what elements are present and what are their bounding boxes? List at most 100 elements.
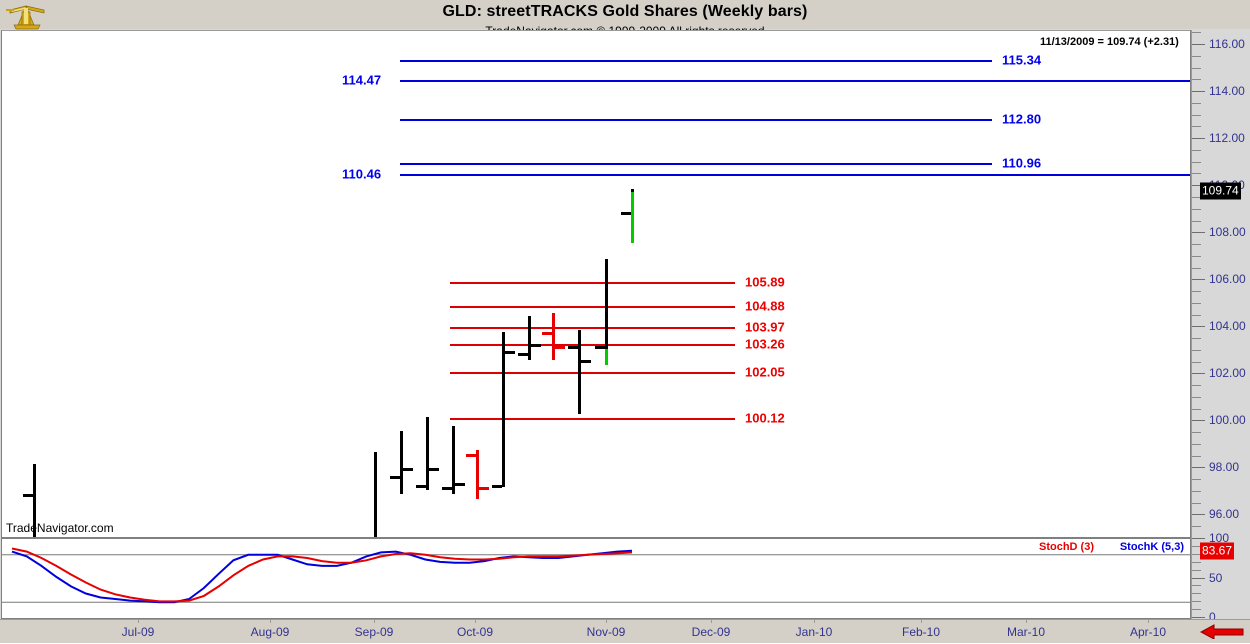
ohlc-bar xyxy=(528,315,531,361)
y-axis-minor-tick xyxy=(1192,126,1201,128)
ohlc-bar-close-segment xyxy=(605,348,608,365)
y-axis-label: 106.00 xyxy=(1209,272,1246,287)
support-line[interactable] xyxy=(450,372,735,375)
ohlc-bar xyxy=(452,426,455,495)
x-axis-label: Apr-10 xyxy=(1129,625,1167,639)
support-line[interactable] xyxy=(450,417,735,420)
support-line[interactable] xyxy=(450,343,735,346)
stochastic-axis-minor-tick xyxy=(1192,601,1201,603)
y-axis-label: 98.00 xyxy=(1209,460,1240,475)
resistance-line[interactable] xyxy=(400,174,1190,177)
x-axis-tick xyxy=(138,620,139,623)
stochastic-axis-minor-tick xyxy=(1192,609,1201,611)
support-line[interactable] xyxy=(450,327,735,330)
ohlc-open-tick xyxy=(542,332,552,336)
y-axis-minor-tick xyxy=(1192,349,1201,351)
y-axis-tick xyxy=(1192,467,1205,469)
ohlc-open-tick xyxy=(595,346,605,350)
x-axis[interactable]: Jul-09 Aug-09 Sep-09 Oct-09 Nov-09 Dec-09 Jan-… xyxy=(0,619,1250,643)
ohlc-close-tick xyxy=(505,350,515,354)
x-axis-tick xyxy=(606,620,607,623)
resistance-line[interactable] xyxy=(400,80,1190,83)
y-axis-label: 100.00 xyxy=(1209,413,1246,428)
arrow-left-icon[interactable] xyxy=(1199,624,1244,640)
y-axis-minor-tick xyxy=(1192,220,1201,222)
x-axis-tick xyxy=(1148,620,1149,623)
y-axis-minor-tick xyxy=(1192,114,1201,116)
y-axis-minor-tick xyxy=(1192,196,1201,198)
y-axis-minor-tick xyxy=(1192,255,1201,257)
y-axis-tick xyxy=(1192,420,1205,422)
resistance-level-label: 114.47 xyxy=(342,72,382,88)
stochastic-axis-label: 0 xyxy=(1209,610,1216,624)
ohlc-bar xyxy=(502,332,505,488)
y-axis-minor-tick xyxy=(1192,302,1201,304)
support-line[interactable] xyxy=(450,281,735,284)
resistance-level-label: 112.80 xyxy=(1002,111,1042,127)
stochastic-axis-label: 100 xyxy=(1209,531,1230,545)
y-axis-label: 116.00 xyxy=(1209,37,1245,52)
y-axis-minor-tick xyxy=(1192,55,1201,57)
sextant-logo-icon xyxy=(4,1,50,31)
y-axis-minor-tick xyxy=(1192,161,1201,163)
ohlc-bar xyxy=(426,416,429,490)
y-axis[interactable]: 96.00 98.00 100.00 102.00 104.00 106.00 108.00… xyxy=(1191,30,1250,624)
y-axis-minor-tick xyxy=(1192,396,1201,398)
x-axis-label: Mar-10 xyxy=(1006,625,1046,639)
stochastic-axis-minor-tick xyxy=(1192,553,1201,555)
x-axis-tick xyxy=(921,620,922,623)
x-axis-label: Dec-09 xyxy=(691,625,731,639)
x-axis-tick xyxy=(814,620,815,623)
x-axis-tick xyxy=(1026,620,1027,623)
y-axis-minor-tick xyxy=(1192,443,1201,445)
stochastic-axis-tick xyxy=(1192,577,1205,579)
ohlc-bar xyxy=(552,313,555,361)
stochastic-pane[interactable]: StochD (3) StochK (5,3) xyxy=(1,538,1191,619)
y-axis-minor-tick xyxy=(1192,338,1201,340)
y-axis-minor-tick xyxy=(1192,67,1201,69)
support-level-label: 100.12 xyxy=(745,410,785,426)
y-axis-label: 112.00 xyxy=(1209,131,1245,146)
resistance-line[interactable] xyxy=(400,162,992,165)
y-axis-tick xyxy=(1192,232,1205,234)
x-axis-tick xyxy=(270,620,271,623)
resistance-level-label: 115.34 xyxy=(1002,52,1042,68)
ohlc-open-tick xyxy=(23,494,33,498)
y-axis-minor-tick xyxy=(1192,149,1201,151)
y-axis-minor-tick xyxy=(1192,385,1201,387)
ohlc-bar xyxy=(33,463,36,537)
y-axis-label: 114.00 xyxy=(1209,84,1245,99)
stochastic-value-marker: 83.67 xyxy=(1200,542,1235,560)
stochastic-series-line xyxy=(11,549,633,604)
y-axis-minor-tick xyxy=(1192,267,1201,269)
y-axis-tick xyxy=(1192,326,1205,328)
support-level-label: 105.89 xyxy=(745,274,785,290)
y-axis-tick xyxy=(1192,91,1205,93)
stochastic-series-line xyxy=(11,547,633,603)
ohlc-bar-close-segment xyxy=(631,192,634,243)
y-axis-minor-tick xyxy=(1192,526,1201,528)
chart-header: GLD: streetTRACKS Gold Shares (Weekly ba… xyxy=(0,0,1250,38)
price-chart-pane[interactable]: TradeNavigator.com xyxy=(1,30,1191,538)
y-axis-minor-tick xyxy=(1192,502,1201,504)
legend-stoch-k: StochK (5,3) xyxy=(1119,541,1184,553)
stochastic-axis-label: 50 xyxy=(1209,570,1223,585)
ohlc-open-tick xyxy=(390,475,400,479)
support-line[interactable] xyxy=(450,305,735,308)
y-axis-minor-tick xyxy=(1192,408,1201,410)
ohlc-close-tick xyxy=(429,468,439,472)
x-axis-tick xyxy=(374,620,375,623)
y-axis-minor-tick xyxy=(1192,244,1201,246)
ohlc-open-tick xyxy=(416,484,426,488)
support-level-label: 103.97 xyxy=(745,319,785,335)
ohlc-close-tick xyxy=(581,360,591,364)
y-axis-tick xyxy=(1192,279,1205,281)
last-price-marker: 109.74 xyxy=(1200,182,1241,200)
x-axis-label: Feb-10 xyxy=(901,625,941,639)
resistance-line[interactable] xyxy=(400,119,992,122)
stochastic-axis-minor-tick xyxy=(1192,585,1201,587)
resistance-line[interactable] xyxy=(400,59,992,62)
y-axis-label: 96.00 xyxy=(1209,507,1240,522)
y-axis-minor-tick xyxy=(1192,173,1201,175)
